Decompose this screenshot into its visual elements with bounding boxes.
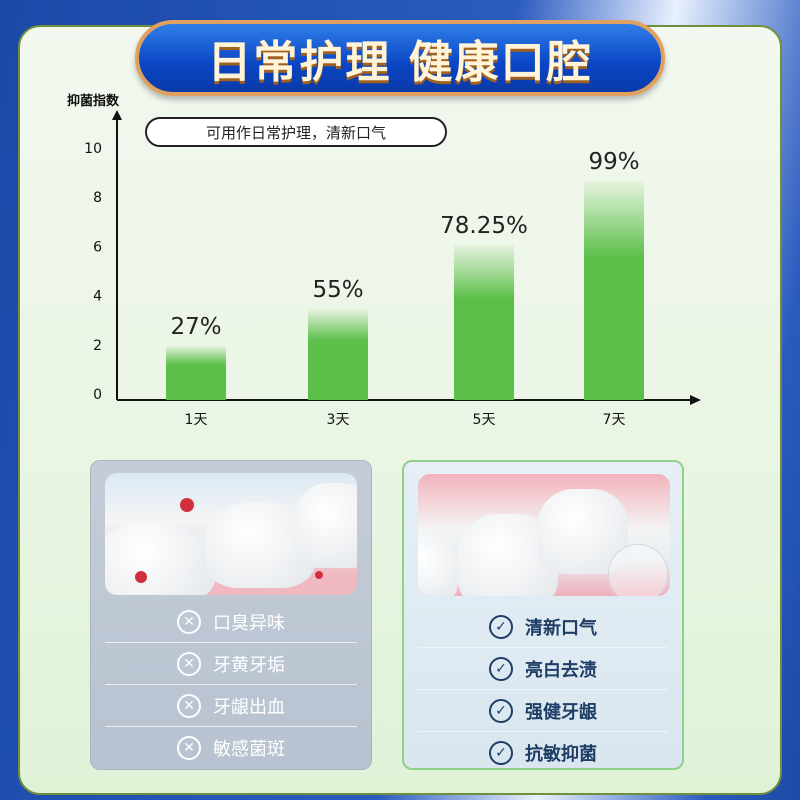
y-tick-label: 2 xyxy=(93,338,102,354)
bar xyxy=(166,345,226,400)
data-label: 27% xyxy=(170,314,221,340)
item-label: 口臭异味 xyxy=(213,612,285,634)
data-label: 78.25% xyxy=(440,213,528,239)
item-label: 强健牙龈 xyxy=(525,701,597,723)
after-card: ✓ 清新口气 ✓ 亮白去渍 ✓ 强健牙龈 ✓ 抗敏抑菌 xyxy=(402,460,684,770)
x-circle-icon: ✕ xyxy=(177,693,201,718)
y-tick-label: 0 xyxy=(93,387,102,403)
bar xyxy=(308,308,368,400)
teeth-bacteria-image xyxy=(105,473,357,595)
before-card: ✕ 口臭异味 ✕ 牙黄牙垢 ✕ 牙龈出血 ✕ 敏感菌斑 xyxy=(90,460,372,770)
item-label: 抗敏抑菌 xyxy=(525,744,597,765)
y-tick-label: 8 xyxy=(93,190,102,206)
data-label: 99% xyxy=(588,149,639,175)
item-label: 牙龈出血 xyxy=(213,696,285,718)
bar xyxy=(454,245,514,400)
item-label: 亮白去渍 xyxy=(525,659,597,681)
y-axis-label: 抑菌指数 xyxy=(67,94,120,109)
x-circle-icon: ✕ xyxy=(177,736,201,760)
y-tick-label: 4 xyxy=(93,289,102,305)
x-tick-label: 7天 xyxy=(603,412,626,428)
check-circle-icon: ✓ xyxy=(489,741,513,765)
x-tick-label: 3天 xyxy=(327,412,350,428)
list-item: ✕ 口臭异味 xyxy=(105,601,357,643)
x-tick-label: 5天 xyxy=(473,412,496,428)
note-badge: 可用作日常护理，清新口气 xyxy=(145,117,447,147)
x-axis-arrow-icon xyxy=(690,395,701,405)
y-tick-label: 6 xyxy=(93,239,102,255)
page-title: 日常护理 健康口腔 xyxy=(135,20,665,96)
item-label: 清新口气 xyxy=(525,617,597,639)
x-tick-label: 1天 xyxy=(185,412,208,428)
bar xyxy=(584,181,644,400)
check-circle-icon: ✓ xyxy=(489,656,513,681)
check-circle-icon: ✓ xyxy=(489,614,513,639)
check-circle-icon: ✓ xyxy=(489,698,513,723)
y-axis-arrow-icon xyxy=(112,110,122,120)
item-label: 敏感菌斑 xyxy=(213,739,285,760)
list-item: ✓ 抗敏抑菌 xyxy=(418,732,668,774)
x-circle-icon: ✕ xyxy=(177,609,201,634)
list-item: ✓ 亮白去渍 xyxy=(418,648,668,690)
item-label: 牙黄牙垢 xyxy=(213,654,285,676)
x-circle-icon: ✕ xyxy=(177,651,201,676)
list-item: ✓ 强健牙龈 xyxy=(418,690,668,732)
list-item: ✕ 牙龈出血 xyxy=(105,685,357,727)
list-item: ✕ 敏感菌斑 xyxy=(105,727,357,769)
list-item: ✕ 牙黄牙垢 xyxy=(105,643,357,685)
clean-teeth-image xyxy=(418,474,670,596)
list-item: ✓ 清新口气 xyxy=(418,606,668,648)
data-label: 55% xyxy=(312,277,363,303)
y-tick-label: 10 xyxy=(84,141,102,157)
bar-chart: 0 2 4 6 8 10 1天 27% 3天 55% 5天 78.25% 7天 99% xyxy=(84,110,701,428)
